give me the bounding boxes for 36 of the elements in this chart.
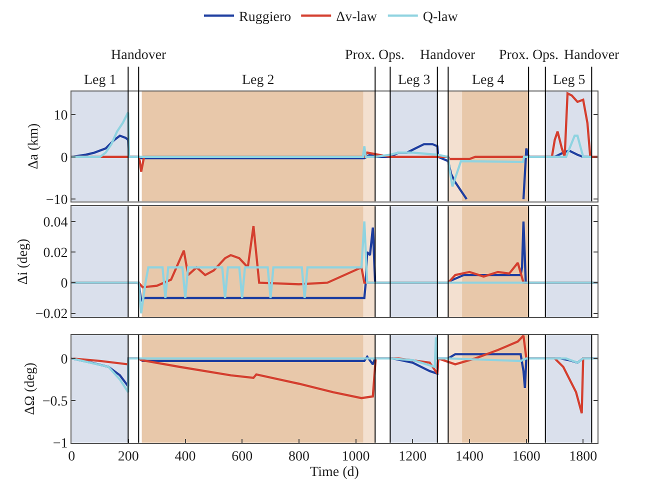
band-label: Leg 3 [398, 73, 430, 88]
y-tick-label: 0 [60, 276, 68, 292]
x-tick-label: 400 [174, 450, 196, 465]
ref-line-label: Handover [111, 48, 167, 63]
ref-line-label: Handover [420, 48, 476, 63]
band-label: Leg 2 [242, 73, 274, 88]
y-tick-label: −0.02 [35, 307, 68, 322]
y-tick-label: 10 [54, 108, 68, 124]
x-tick-label: 1200 [398, 450, 427, 465]
y-tick-label: −0.5 [42, 394, 68, 410]
y-tick-label: −1 [52, 436, 68, 452]
x-axis-title: Time (d) [310, 464, 360, 480]
y-tick-label: −10 [46, 193, 68, 208]
x-tick-label: 1400 [455, 450, 484, 465]
ref-line-label: Prox. Ops. [345, 48, 405, 63]
y-axis-title: Δa (km) [26, 122, 42, 170]
legend-label: Ruggiero [239, 10, 292, 26]
legend-label: Q-law [422, 10, 459, 26]
y-tick-label: 0 [60, 150, 68, 166]
x-tick-label: 800 [288, 450, 310, 465]
x-tick-label: 600 [232, 450, 253, 465]
y-axis-title: ΔΩ (deg) [22, 362, 38, 416]
band-label: Leg 5 [553, 73, 586, 88]
band-label: Leg 1 [84, 73, 116, 88]
ref-line-label: Handover [564, 48, 620, 63]
y-tick-label: 0 [60, 352, 68, 368]
x-tick-label: 1000 [342, 450, 370, 465]
y-axis-title: Δi (deg) [16, 238, 31, 285]
x-tick-label: 1600 [512, 450, 540, 465]
band-label: Leg 4 [472, 73, 504, 88]
ref-line-label: Prox. Ops. [499, 48, 559, 63]
x-tick-label: 1800 [569, 450, 598, 465]
y-tick-label: 0.04 [43, 215, 68, 230]
x-tick-label: 200 [118, 450, 139, 465]
legend-label: Δv-law [336, 10, 378, 26]
y-tick-label: 0.02 [43, 246, 68, 261]
